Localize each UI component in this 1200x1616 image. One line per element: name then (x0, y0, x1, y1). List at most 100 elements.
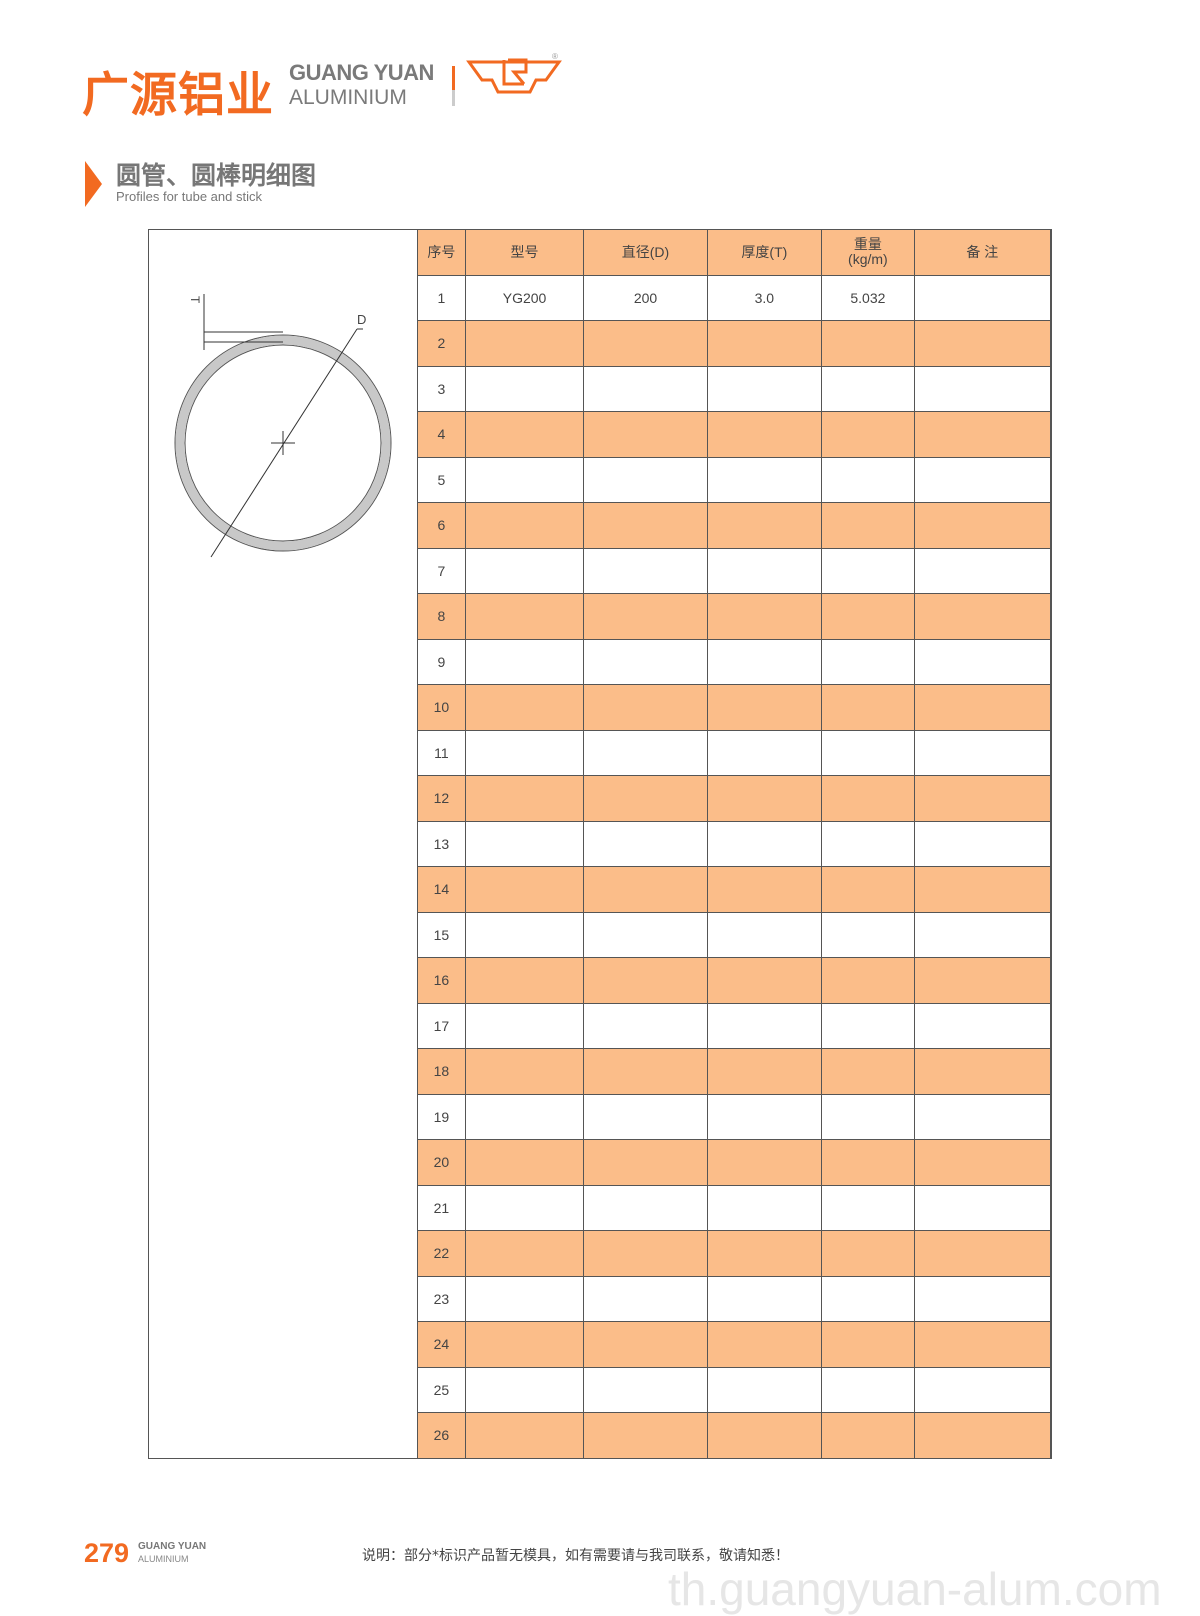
section-subtitle: Profiles for tube and stick (116, 189, 262, 204)
table-row: 14 (417, 866, 1052, 913)
table-cell: 2 (417, 320, 466, 367)
table-cell (913, 911, 1052, 958)
table-cell (583, 1412, 708, 1459)
table-row: 23 (417, 1275, 1052, 1322)
trademark: ® (552, 52, 558, 61)
table-cell (583, 1184, 708, 1231)
table-cell (464, 957, 585, 1004)
table-cell: 1 (417, 274, 466, 321)
table-cell (464, 547, 585, 594)
table-cell (583, 593, 708, 640)
table-cell (821, 1002, 915, 1049)
table-header: 序号 型号 直径(D) 厚度(T) 重量 (kg/m) 备 注 (417, 229, 1052, 276)
table-cell (706, 593, 823, 640)
cr-logo-icon: ® (466, 52, 562, 94)
table-cell (464, 1366, 585, 1413)
table-cell (913, 957, 1052, 1004)
watermark: th.guangyuan-alum.com (668, 1563, 1162, 1615)
col-remarks: 备 注 (913, 229, 1052, 276)
table-row: 6 (417, 502, 1052, 549)
table-cell (821, 1321, 915, 1368)
table-cell (706, 502, 823, 549)
table-cell (464, 365, 585, 412)
table-row: 21 (417, 1184, 1052, 1231)
table-cell (913, 1230, 1052, 1277)
table-cell (583, 1093, 708, 1140)
table-cell (821, 911, 915, 958)
table-cell (583, 820, 708, 867)
table-cell (464, 1002, 585, 1049)
table-cell (464, 684, 585, 731)
table-cell (583, 547, 708, 594)
table-cell (583, 684, 708, 731)
table-cell (913, 684, 1052, 731)
footer-brand-sub: ALUMINIUM (138, 1554, 189, 1564)
footer-brand: GUANG YUAN (138, 1541, 207, 1552)
table-row: 1 YG200 200 3.0 5.032 (417, 274, 1052, 321)
table-row: 9 (417, 638, 1052, 685)
table-cell: 21 (417, 1184, 466, 1231)
table-cell (821, 1139, 915, 1186)
table-row: 10 (417, 684, 1052, 731)
table-cell (706, 1275, 823, 1322)
table-cell (706, 775, 823, 822)
table-cell: 19 (417, 1093, 466, 1140)
table-cell (583, 957, 708, 1004)
table-cell (706, 1093, 823, 1140)
brand-subtitle-en: ALUMINIUM (289, 86, 407, 109)
table-cell (706, 1412, 823, 1459)
table-cell: 3.0 (706, 274, 823, 321)
table-cell (464, 411, 585, 458)
table-cell (821, 1093, 915, 1140)
title-arrow-icon (85, 161, 102, 207)
table-cell (464, 502, 585, 549)
table-cell (464, 911, 585, 958)
table-cell (464, 820, 585, 867)
table-cell (583, 775, 708, 822)
table-cell (464, 1093, 585, 1140)
table-cell (913, 729, 1052, 776)
table-cell: 16 (417, 957, 466, 1004)
table-cell (821, 866, 915, 913)
table-cell (821, 1184, 915, 1231)
table-cell (464, 638, 585, 685)
table-row: 24 (417, 1321, 1052, 1368)
table-cell: 9 (417, 638, 466, 685)
table-cell (821, 1048, 915, 1095)
table-cell (583, 1002, 708, 1049)
table-cell (583, 729, 708, 776)
table-cell (821, 729, 915, 776)
table-cell (913, 1412, 1052, 1459)
col-index: 序号 (417, 229, 466, 276)
table-row: 22 (417, 1230, 1052, 1277)
table-cell (464, 1275, 585, 1322)
table-cell (821, 411, 915, 458)
table-cell (706, 456, 823, 503)
table-row: 20 (417, 1139, 1052, 1186)
table-cell: 11 (417, 729, 466, 776)
table-cell (913, 638, 1052, 685)
table-cell (706, 547, 823, 594)
table-cell (464, 320, 585, 367)
col-thickness: 厚度(T) (706, 229, 823, 276)
table-cell: 18 (417, 1048, 466, 1095)
table-cell (706, 1230, 823, 1277)
table-cell: 5 (417, 456, 466, 503)
table-cell: 14 (417, 866, 466, 913)
table-cell (583, 365, 708, 412)
table-cell (913, 502, 1052, 549)
table-cell (464, 1184, 585, 1231)
table-cell (913, 1321, 1052, 1368)
table-cell (706, 957, 823, 1004)
col-diameter: 直径(D) (583, 229, 708, 276)
table-cell: 200 (583, 274, 708, 321)
table-cell (821, 1230, 915, 1277)
table-cell (706, 1002, 823, 1049)
table-cell: 7 (417, 547, 466, 594)
table-cell: 3 (417, 365, 466, 412)
table-cell (583, 411, 708, 458)
table-cell (706, 684, 823, 731)
table-cell (583, 911, 708, 958)
table-row: 15 (417, 911, 1052, 958)
thickness-label: T (188, 296, 202, 304)
